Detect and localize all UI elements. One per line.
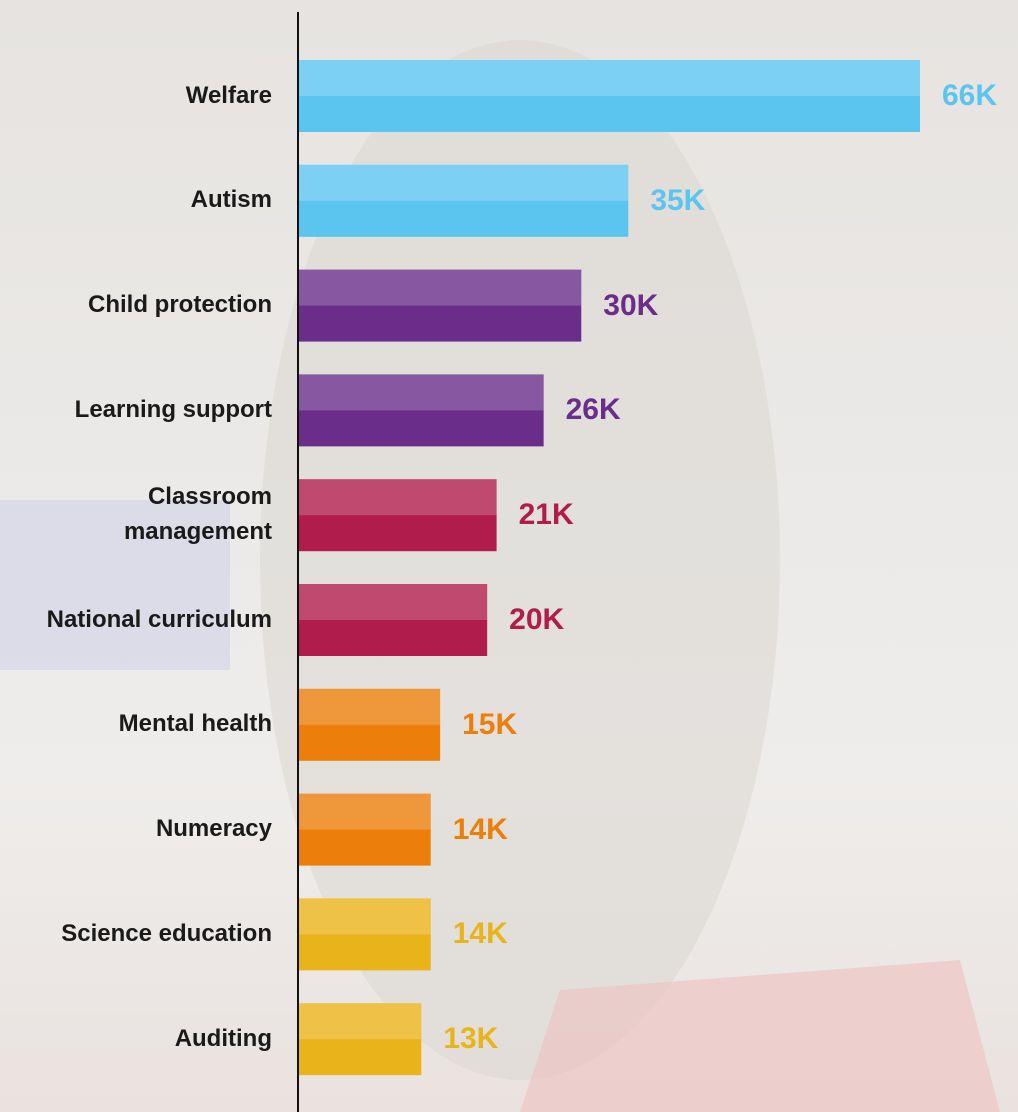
value-label: 26K xyxy=(565,393,621,427)
bar xyxy=(299,60,920,132)
bar xyxy=(299,793,431,866)
bar xyxy=(299,269,582,342)
category-label: Classroom management xyxy=(123,483,272,546)
bar-highlight xyxy=(299,60,920,96)
bar xyxy=(299,479,497,552)
bar-highlight xyxy=(299,164,629,201)
category-label: Welfare xyxy=(185,81,272,109)
bar-highlight xyxy=(299,479,497,516)
category-label: Mental health xyxy=(118,710,272,738)
background-shape xyxy=(0,500,230,670)
category-label: Numeracy xyxy=(155,815,272,843)
value-label: 14K xyxy=(452,917,508,951)
category-label: Autism xyxy=(190,186,272,214)
value-label: 13K xyxy=(443,1022,499,1056)
category-label: Child protection xyxy=(88,291,272,319)
bar xyxy=(299,164,629,237)
value-label: 30K xyxy=(603,288,659,322)
background-shape xyxy=(520,960,1000,1112)
value-label: 66K xyxy=(942,79,998,112)
value-label: 20K xyxy=(509,603,565,636)
bar xyxy=(299,688,441,761)
bar-highlight xyxy=(299,898,431,935)
bar xyxy=(299,584,488,656)
bar-highlight xyxy=(299,374,544,411)
bar xyxy=(299,1003,422,1076)
bar-highlight xyxy=(299,269,582,306)
bar xyxy=(299,898,431,971)
bar-highlight xyxy=(299,793,431,830)
bar-highlight xyxy=(299,688,441,725)
category-label: Auditing xyxy=(174,1024,272,1052)
category-label: Learning support xyxy=(74,395,272,423)
category-label: Science education xyxy=(61,919,272,947)
value-label: 14K xyxy=(452,812,508,846)
value-label: 15K xyxy=(462,707,518,741)
bar-highlight xyxy=(299,1003,422,1040)
bar-highlight xyxy=(299,584,488,620)
category-label: National curriculum xyxy=(46,605,272,633)
value-label: 35K xyxy=(650,183,706,217)
bar xyxy=(299,374,544,447)
value-label: 21K xyxy=(518,498,574,532)
